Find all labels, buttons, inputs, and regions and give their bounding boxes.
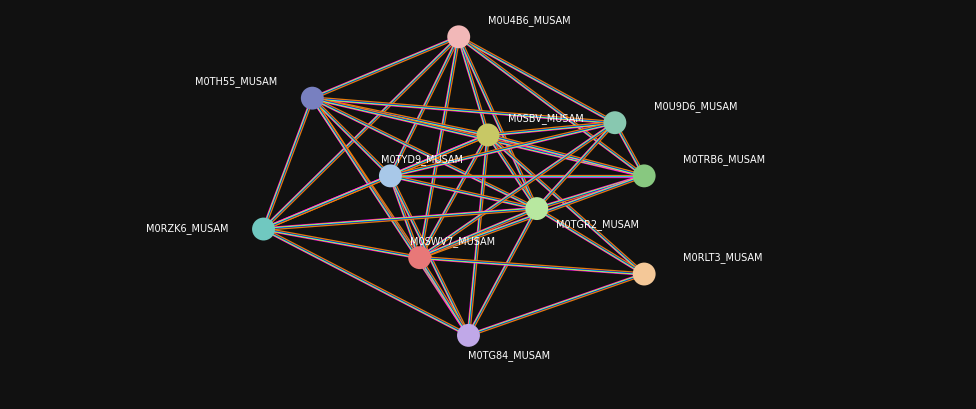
Ellipse shape (379, 164, 402, 187)
Text: M0TH55_MUSAM: M0TH55_MUSAM (195, 76, 277, 87)
Text: M0TYD9_MUSAM: M0TYD9_MUSAM (381, 154, 463, 165)
Text: M0TRB6_MUSAM: M0TRB6_MUSAM (683, 154, 765, 165)
Text: M0RLT3_MUSAM: M0RLT3_MUSAM (683, 252, 762, 263)
Ellipse shape (447, 25, 470, 48)
Text: M0TGR2_MUSAM: M0TGR2_MUSAM (556, 220, 639, 230)
Text: M0U9D6_MUSAM: M0U9D6_MUSAM (654, 101, 738, 112)
Ellipse shape (457, 324, 480, 347)
Ellipse shape (632, 164, 656, 187)
Ellipse shape (525, 197, 549, 220)
Text: M0SWV7_MUSAM: M0SWV7_MUSAM (410, 236, 495, 247)
Text: M0RZK6_MUSAM: M0RZK6_MUSAM (146, 224, 229, 234)
Text: M0U4B6_MUSAM: M0U4B6_MUSAM (488, 15, 571, 26)
Text: M0TG84_MUSAM: M0TG84_MUSAM (468, 351, 550, 361)
Ellipse shape (301, 87, 324, 110)
Ellipse shape (632, 263, 656, 285)
Ellipse shape (252, 218, 275, 240)
Ellipse shape (603, 111, 627, 134)
Ellipse shape (408, 246, 431, 269)
Ellipse shape (476, 124, 500, 146)
Text: M0SBV_MUSAM: M0SBV_MUSAM (508, 113, 584, 124)
